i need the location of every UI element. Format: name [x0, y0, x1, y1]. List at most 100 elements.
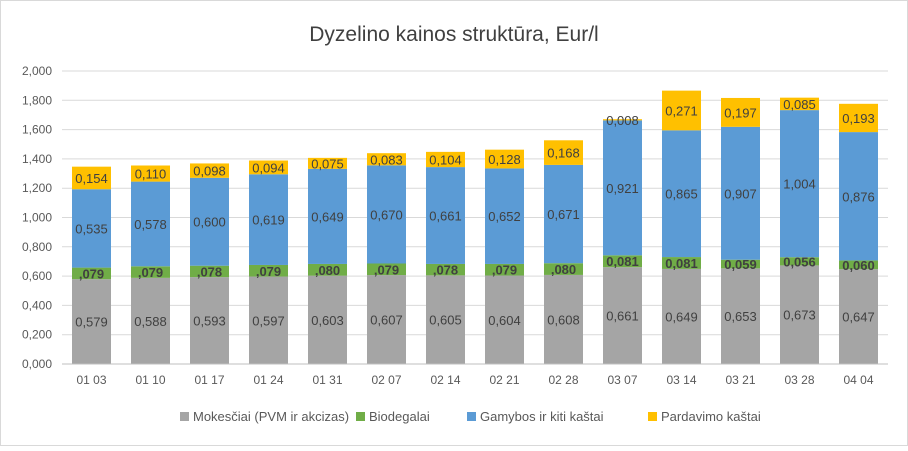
legend-swatch [467, 412, 476, 421]
data-label: ,079 [138, 265, 163, 280]
data-label: ,078 [433, 263, 458, 278]
bar-segment [426, 167, 465, 264]
bar-segment [426, 263, 465, 276]
data-label: 0,647 [842, 310, 875, 325]
bar-segment [721, 259, 760, 269]
data-label: ,080 [551, 262, 576, 277]
data-label: 0,921 [606, 181, 639, 196]
bar-segment [839, 103, 878, 133]
axes: 0,000 0,200 0,400 0,600 0,800 1,000 1,200 1,400… [22, 64, 888, 387]
y-tick-label: 1,200 [22, 181, 52, 195]
bar-segment [839, 260, 878, 270]
data-label: 0,671 [547, 207, 580, 222]
bar-segment [603, 267, 642, 364]
bar-segment [544, 140, 583, 165]
y-tick-label: 0,200 [22, 328, 52, 342]
data-label: 0,128 [488, 152, 521, 167]
data-label: ,079 [79, 266, 104, 281]
data-label: 0,197 [724, 105, 757, 120]
y-tick-label: 0,800 [22, 240, 52, 254]
x-tick-label: 01 03 [76, 373, 106, 387]
bar-segment [662, 257, 701, 269]
data-label: ,078 [197, 264, 222, 279]
y-tick-label: 1,000 [22, 211, 52, 225]
bar-segment [72, 166, 111, 190]
bar-segment [308, 275, 347, 364]
bar-segment [721, 268, 760, 364]
legend-swatch [648, 412, 657, 421]
data-label: 0,579 [75, 315, 108, 330]
bar-segment [131, 266, 170, 278]
legend: Mokesčiai (PVM ir akcizas) Biodegalai Gamy… [180, 409, 761, 424]
data-label: 0,876 [842, 189, 875, 204]
data-label: 0,670 [370, 207, 403, 222]
data-label: 0,605 [429, 313, 462, 328]
x-tick-label: 03 21 [725, 373, 755, 387]
data-label: 0,578 [134, 217, 167, 232]
bar-segment [721, 126, 760, 260]
data-label: 0,098 [193, 164, 226, 179]
data-label: 0,081 [606, 254, 639, 269]
x-tick-label: 02 14 [430, 373, 460, 387]
data-label: 0,081 [665, 256, 698, 271]
bar-segment [780, 110, 819, 258]
bar-segment [426, 151, 465, 168]
bar-segment [249, 160, 288, 175]
bar-segment [544, 274, 583, 364]
x-tick-label: 02 21 [489, 373, 519, 387]
bar-segment [839, 132, 878, 261]
data-label: 0,588 [134, 314, 167, 329]
data-label: 0,607 [370, 313, 403, 328]
y-tick-label: 1,400 [22, 152, 52, 166]
bar-segment [839, 269, 878, 364]
bar-segment [72, 267, 111, 280]
data-label: 0,661 [606, 309, 639, 324]
data-label: 0,059 [724, 257, 757, 272]
data-label: ,079 [492, 263, 517, 278]
bar-segment [190, 177, 229, 266]
bar-segment [308, 168, 347, 264]
data-label: 1,004 [783, 177, 816, 192]
bar-segment [249, 276, 288, 364]
bar-segment [544, 164, 583, 264]
data-label: 0,907 [724, 186, 757, 201]
bar-segment [249, 264, 288, 277]
data-label: 0,008 [606, 113, 639, 128]
chart-title: Dyzelino kainos struktūra, Eur/l [309, 23, 598, 46]
x-tick-label: 02 07 [371, 373, 401, 387]
bar-segment [367, 153, 406, 166]
data-label: ,079 [256, 264, 281, 279]
data-label: 0,649 [311, 209, 344, 224]
data-label: 0,619 [252, 213, 285, 228]
legend-label: Mokesčiai (PVM ir akcizas) [193, 409, 349, 424]
bar-segment [485, 168, 524, 264]
data-label: 0,661 [429, 209, 462, 224]
data-label: ,079 [374, 262, 399, 277]
y-tick-label: 0,000 [22, 357, 52, 371]
y-tick-label: 0,600 [22, 269, 52, 283]
data-label: 0,193 [842, 111, 875, 126]
data-label: 0,600 [193, 215, 226, 230]
data-label: 0,604 [488, 313, 521, 328]
x-tick-label: 01 31 [312, 373, 342, 387]
x-tick-label: 04 04 [843, 373, 873, 387]
x-tick-label: 02 28 [548, 373, 578, 387]
data-label: 0,110 [135, 167, 167, 182]
y-tick-label: 2,000 [22, 64, 52, 78]
legend-label: Biodegalai [369, 409, 430, 424]
y-tick-label: 0,400 [22, 298, 52, 312]
legend-label: Gamybos ir kiti kaštai [480, 409, 604, 424]
bar-segment [190, 265, 229, 278]
bar-segment [190, 163, 229, 178]
data-label: 0,673 [783, 308, 816, 323]
data-labels: 0,579 ,079 0,535 0,154 0,588 ,079 0,578 0,110 0,… [75, 97, 875, 330]
bar-segment [780, 97, 819, 111]
y-tick-label: 1,800 [22, 93, 52, 107]
legend-label: Pardavimo kaštai [661, 409, 761, 424]
bar-segment [662, 268, 701, 364]
x-tick-label: 03 28 [784, 373, 814, 387]
bar-segment [131, 277, 170, 364]
bar-segment [485, 275, 524, 364]
bar-segment [426, 275, 465, 364]
